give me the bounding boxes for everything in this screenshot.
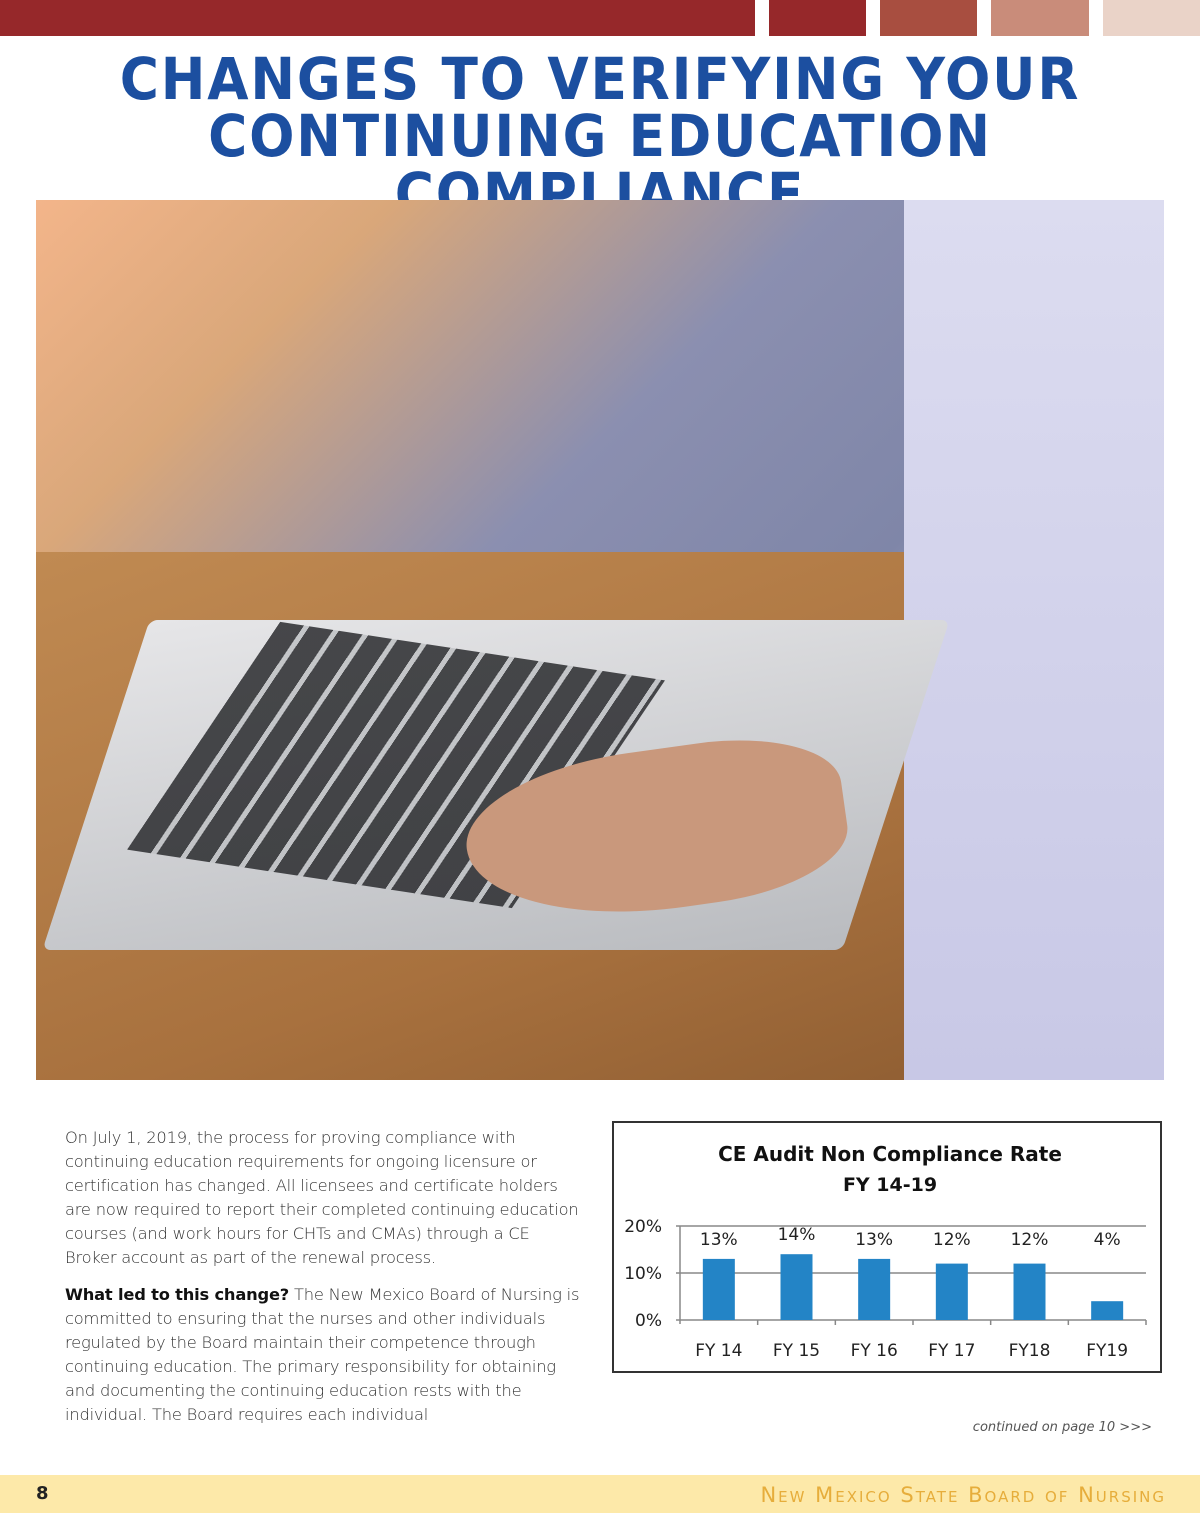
data-label: 13% [855, 1230, 893, 1250]
bar [858, 1258, 891, 1320]
y-tick-label: 0% [635, 1311, 662, 1331]
data-label: 12% [933, 1230, 971, 1250]
page-title-line-2: CONTINUING EDUCATION COMPLIANCE [208, 102, 992, 228]
header-color-bar-2 [769, 0, 866, 36]
bar [780, 1254, 813, 1320]
page-number: 8 [36, 1483, 49, 1504]
y-tick-label: 10% [624, 1264, 662, 1284]
x-tick-label: FY 15 [773, 1341, 820, 1361]
article-lead-in: What led to this change? [65, 1285, 290, 1304]
article-paragraph-2: What led to this change? The New Mexico … [65, 1283, 585, 1427]
x-tick-label: FY 14 [695, 1341, 742, 1361]
article-paragraph-2-text: The New Mexico Board of Nursing is commi… [65, 1285, 580, 1424]
data-label: 12% [1011, 1230, 1049, 1250]
data-label: 4% [1094, 1230, 1121, 1250]
continued-note: continued on page 10 >>> [972, 1420, 1152, 1435]
data-label: 13% [700, 1230, 738, 1250]
x-tick-label: FY18 [1009, 1341, 1051, 1361]
chart-frame: CE Audit Non Compliance Rate FY 14-19 0% 10… [612, 1121, 1162, 1373]
page-title-line-1: CHANGES TO VERIFYING YOUR [119, 45, 1081, 113]
chart-title: CE Audit Non Compliance Rate [718, 1142, 1062, 1166]
y-tick-label: 20% [624, 1217, 662, 1237]
chart-subtitle: FY 14-19 [843, 1174, 937, 1196]
bar [1013, 1263, 1046, 1320]
data-label: 14% [778, 1225, 816, 1245]
bar [935, 1263, 968, 1320]
photo-nurse-coat [904, 200, 1164, 1080]
article-body: On July 1, 2019, the process for proving… [65, 1126, 585, 1440]
bar-chart: CE Audit Non Compliance Rate FY 14-19 0% 10… [624, 1142, 1147, 1361]
x-tick-label: FY 16 [851, 1341, 898, 1361]
article-paragraph-1: On July 1, 2019, the process for proving… [65, 1128, 579, 1267]
bar [1091, 1301, 1124, 1320]
footer-band: 8 New Mexico State Board of Nursing [0, 1475, 1200, 1513]
header-color-bar-5 [1103, 0, 1200, 36]
x-tick-label: FY19 [1086, 1341, 1128, 1361]
header-color-bar-1 [0, 0, 755, 36]
bar [702, 1258, 735, 1320]
x-tick-label: FY 17 [928, 1341, 975, 1361]
hero-photo [36, 200, 1164, 1080]
header-color-bar-4 [991, 0, 1089, 36]
header-color-bar-3 [880, 0, 977, 36]
publication-name: New Mexico State Board of Nursing [760, 1483, 1166, 1507]
